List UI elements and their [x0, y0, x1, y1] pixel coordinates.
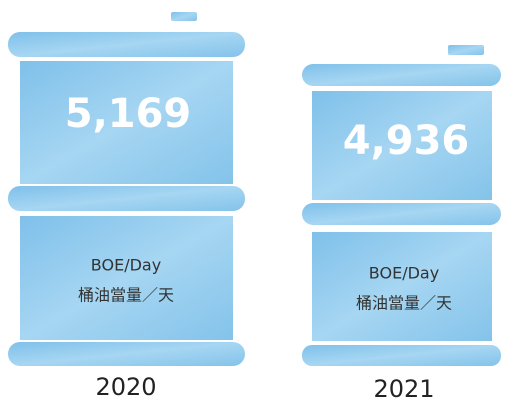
cap	[448, 45, 484, 55]
body	[20, 61, 233, 184]
rim	[302, 203, 501, 225]
value: 5,169	[65, 91, 192, 137]
value: 4,936	[343, 118, 470, 164]
unit-zh: 桶油當量／天	[356, 294, 452, 313]
rim	[8, 32, 245, 57]
barrel-2021	[302, 45, 501, 366]
year: 2020	[95, 373, 156, 401]
year: 2021	[373, 375, 434, 402]
rim	[8, 186, 245, 211]
unit-zh: 桶油當量／天	[78, 286, 174, 305]
rim	[302, 64, 501, 86]
body	[312, 91, 492, 200]
rim	[302, 345, 501, 366]
unit: BOE/Day	[91, 256, 161, 275]
body	[20, 216, 233, 340]
cap	[171, 12, 197, 21]
rim	[8, 342, 245, 366]
unit: BOE/Day	[369, 264, 439, 283]
barrel-2020	[8, 12, 245, 366]
body	[312, 232, 492, 341]
